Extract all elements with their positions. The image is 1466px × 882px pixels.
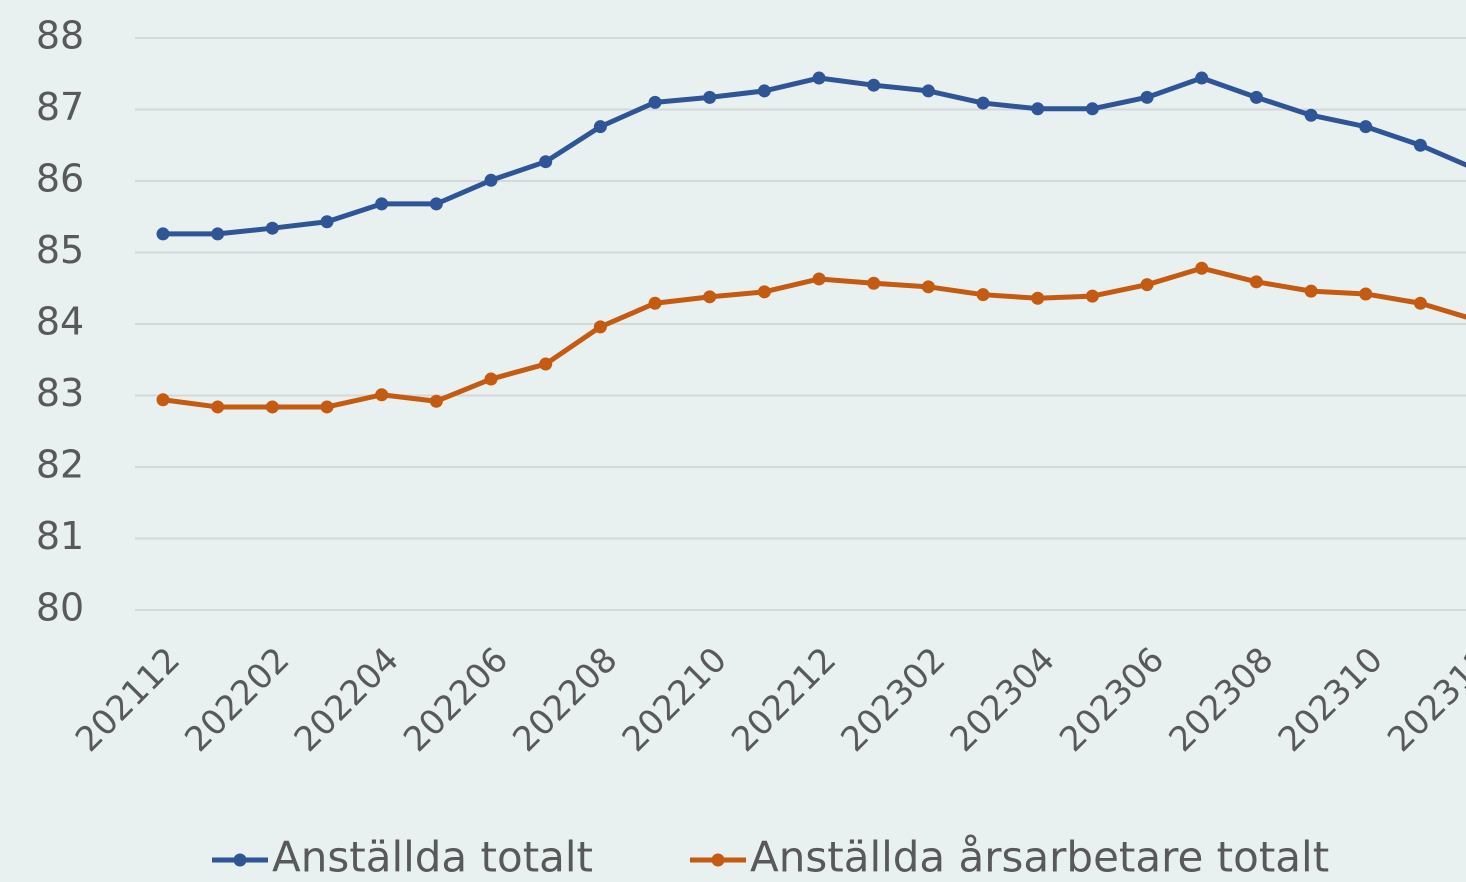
legend-item: Anställda årsarbetare totalt <box>690 833 1329 882</box>
data-point <box>1249 90 1263 104</box>
data-point <box>867 78 881 92</box>
x-tick-label: 202202 <box>177 640 297 760</box>
data-point <box>1031 291 1045 305</box>
data-point <box>703 90 717 104</box>
data-point <box>1413 296 1427 310</box>
y-tick-label: 85 <box>36 228 84 272</box>
data-point <box>211 400 225 414</box>
legend-label: Anställda årsarbetare totalt <box>750 833 1329 882</box>
x-tick-label: 202208 <box>505 640 625 760</box>
legend-label: Anställda totalt <box>272 833 593 882</box>
data-point <box>375 197 389 211</box>
data-point <box>320 215 334 229</box>
data-point <box>539 155 553 169</box>
data-point <box>757 84 771 98</box>
y-tick-label: 88 <box>36 14 84 58</box>
data-point <box>156 393 170 407</box>
data-point <box>429 394 443 408</box>
data-point <box>976 288 990 302</box>
legend-marker <box>711 853 725 867</box>
data-point <box>1304 284 1318 298</box>
x-tick-label: 202302 <box>833 640 953 760</box>
data-point <box>1304 108 1318 122</box>
data-point <box>1249 275 1263 289</box>
data-point <box>1140 90 1154 104</box>
data-point <box>812 272 826 286</box>
data-point <box>539 357 553 371</box>
series-line <box>163 75 1466 237</box>
data-point <box>320 400 334 414</box>
x-tick-label: 202204 <box>287 640 407 760</box>
legend-marker <box>233 853 247 867</box>
data-point <box>156 227 170 241</box>
data-point <box>1195 261 1209 275</box>
x-tick-label: 202306 <box>1052 640 1172 760</box>
x-tick-label: 202310 <box>1271 640 1391 760</box>
data-point <box>648 296 662 310</box>
x-tick-label: 202304 <box>943 640 1063 760</box>
legend-item: Anställda totalt <box>212 833 593 882</box>
x-tick-label: 202212 <box>724 640 844 760</box>
data-point <box>1413 138 1427 152</box>
y-tick-label: 82 <box>36 443 84 487</box>
y-tick-label: 86 <box>36 157 84 201</box>
data-point <box>1359 287 1373 301</box>
data-point <box>265 400 279 414</box>
x-tick-label: 202210 <box>615 640 735 760</box>
data-point <box>921 280 935 294</box>
data-point <box>976 96 990 110</box>
data-point <box>1359 120 1373 134</box>
data-point <box>593 320 607 334</box>
data-point <box>429 197 443 211</box>
data-point <box>211 227 225 241</box>
y-tick-label: 81 <box>36 514 84 558</box>
y-tick-label: 84 <box>36 300 84 344</box>
data-point <box>1140 278 1154 292</box>
x-tick-label: 202312 <box>1380 640 1466 760</box>
data-point <box>484 173 498 187</box>
data-point <box>593 120 607 134</box>
data-point <box>867 276 881 290</box>
data-point <box>703 290 717 304</box>
data-point <box>375 388 389 402</box>
y-tick-label: 87 <box>36 85 84 129</box>
y-tick-label: 80 <box>36 586 84 630</box>
data-point <box>1031 102 1045 116</box>
data-point <box>265 221 279 235</box>
data-point <box>757 285 771 299</box>
data-point <box>1085 289 1099 303</box>
data-point <box>1195 71 1209 85</box>
series-line <box>162 265 1466 410</box>
data-point <box>812 71 826 85</box>
data-point <box>648 95 662 109</box>
x-tick-label: 202112 <box>68 640 188 760</box>
data-point <box>921 84 935 98</box>
x-tick-label: 202206 <box>396 640 516 760</box>
data-point <box>1085 102 1099 116</box>
x-tick-label: 202308 <box>1161 640 1281 760</box>
data-point <box>484 372 498 386</box>
y-tick-label: 83 <box>36 371 84 415</box>
